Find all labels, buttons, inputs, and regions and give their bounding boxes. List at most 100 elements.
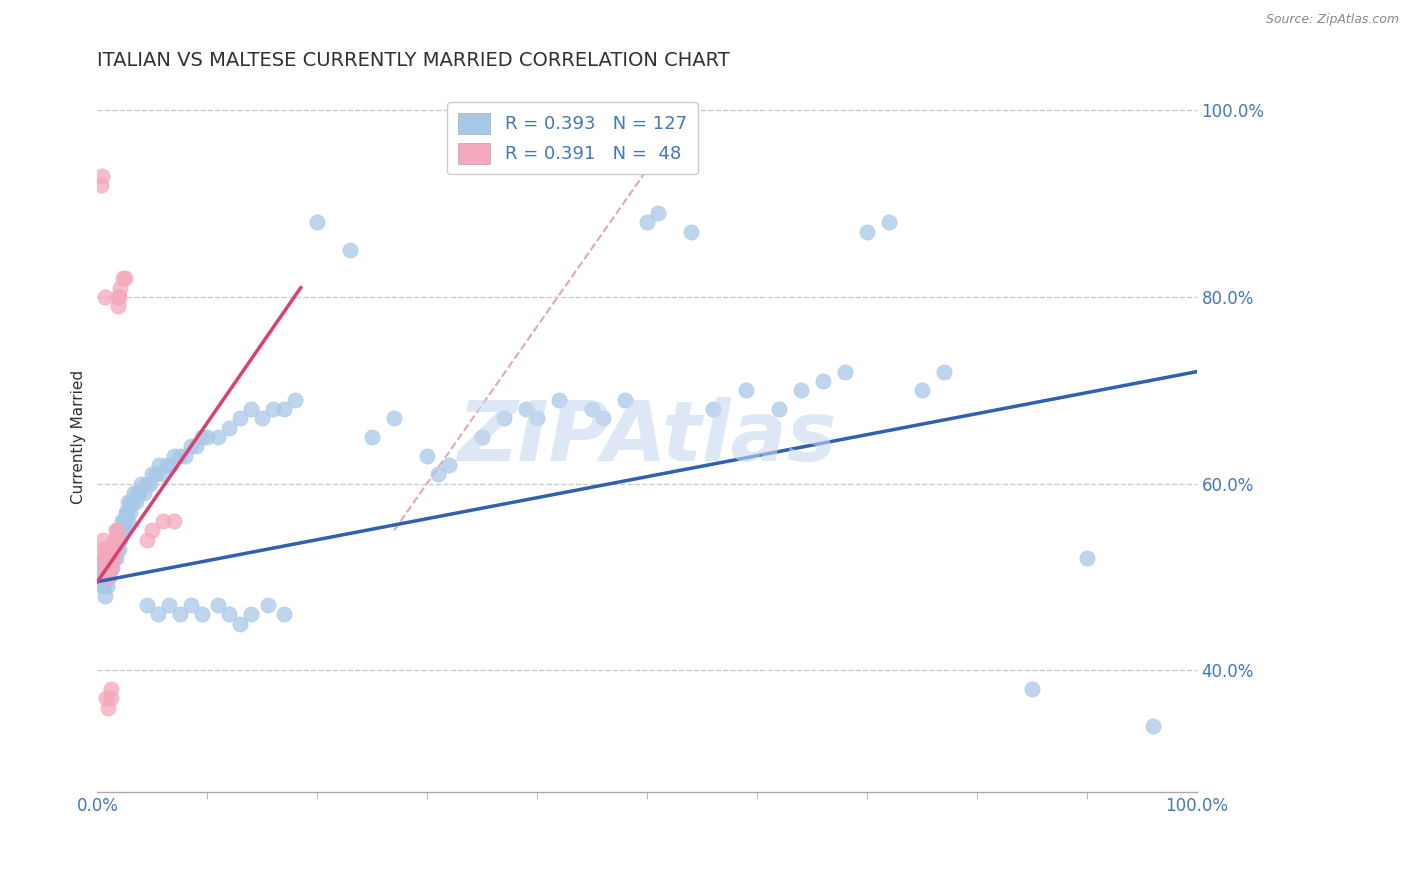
Point bbox=[97, 560, 120, 574]
Point bbox=[125, 495, 148, 509]
Point bbox=[110, 524, 132, 538]
Point bbox=[135, 598, 157, 612]
Point bbox=[581, 402, 603, 417]
Point bbox=[96, 570, 118, 584]
Point bbox=[207, 598, 229, 612]
Point bbox=[169, 607, 191, 622]
Point bbox=[382, 411, 405, 425]
Point bbox=[90, 178, 112, 192]
Point bbox=[104, 541, 127, 556]
Point bbox=[105, 533, 128, 547]
Point bbox=[114, 271, 136, 285]
Point bbox=[191, 607, 214, 622]
Point bbox=[768, 402, 790, 417]
Point bbox=[361, 430, 384, 444]
Point bbox=[427, 467, 450, 482]
Point bbox=[97, 700, 120, 714]
Point bbox=[139, 476, 162, 491]
Point bbox=[169, 449, 191, 463]
Point bbox=[790, 384, 813, 398]
Point bbox=[96, 560, 118, 574]
Point bbox=[111, 514, 134, 528]
Point bbox=[240, 402, 263, 417]
Point bbox=[105, 524, 128, 538]
Point bbox=[636, 215, 658, 229]
Point bbox=[91, 551, 114, 566]
Point bbox=[108, 541, 131, 556]
Point bbox=[97, 570, 120, 584]
Point bbox=[97, 551, 120, 566]
Point bbox=[121, 495, 143, 509]
Point bbox=[107, 524, 129, 538]
Point bbox=[103, 541, 125, 556]
Point bbox=[131, 476, 153, 491]
Point bbox=[100, 551, 122, 566]
Point bbox=[108, 290, 131, 304]
Point bbox=[128, 486, 150, 500]
Point bbox=[117, 495, 139, 509]
Point bbox=[93, 570, 115, 584]
Point bbox=[195, 430, 218, 444]
Point bbox=[115, 505, 138, 519]
Point bbox=[107, 299, 129, 313]
Point bbox=[307, 215, 329, 229]
Point bbox=[93, 579, 115, 593]
Point bbox=[98, 551, 121, 566]
Point bbox=[94, 570, 117, 584]
Point bbox=[104, 541, 127, 556]
Point bbox=[284, 392, 307, 407]
Point bbox=[94, 551, 117, 566]
Point bbox=[125, 486, 148, 500]
Point bbox=[180, 598, 202, 612]
Point bbox=[191, 430, 214, 444]
Point bbox=[90, 560, 112, 574]
Point bbox=[548, 392, 571, 407]
Point bbox=[735, 384, 758, 398]
Point bbox=[1021, 681, 1043, 696]
Point bbox=[252, 411, 274, 425]
Point bbox=[97, 560, 120, 574]
Point bbox=[104, 533, 127, 547]
Point bbox=[494, 411, 516, 425]
Point bbox=[96, 579, 118, 593]
Text: Source: ZipAtlas.com: Source: ZipAtlas.com bbox=[1265, 13, 1399, 27]
Point bbox=[94, 551, 117, 566]
Text: ZIPAtlas: ZIPAtlas bbox=[457, 397, 837, 477]
Point bbox=[163, 449, 186, 463]
Point bbox=[273, 402, 295, 417]
Point bbox=[207, 430, 229, 444]
Point bbox=[911, 384, 934, 398]
Point bbox=[105, 533, 128, 547]
Point bbox=[120, 495, 142, 509]
Point bbox=[107, 533, 129, 547]
Point bbox=[94, 589, 117, 603]
Point bbox=[273, 607, 295, 622]
Point bbox=[856, 225, 879, 239]
Point bbox=[679, 225, 702, 239]
Point bbox=[90, 169, 112, 183]
Point bbox=[141, 524, 163, 538]
Point bbox=[105, 541, 128, 556]
Point bbox=[117, 514, 139, 528]
Point bbox=[100, 560, 122, 574]
Point bbox=[93, 541, 115, 556]
Point bbox=[471, 430, 494, 444]
Point bbox=[110, 514, 132, 528]
Legend: R = 0.393   N = 127, R = 0.391   N =  48: R = 0.393 N = 127, R = 0.391 N = 48 bbox=[447, 102, 697, 175]
Point bbox=[229, 616, 252, 631]
Point bbox=[115, 505, 138, 519]
Point bbox=[94, 541, 117, 556]
Point bbox=[834, 365, 856, 379]
Point bbox=[135, 533, 157, 547]
Point bbox=[103, 533, 125, 547]
Point bbox=[702, 402, 724, 417]
Point bbox=[100, 560, 122, 574]
Point bbox=[240, 607, 263, 622]
Point bbox=[94, 560, 117, 574]
Point bbox=[174, 449, 197, 463]
Point bbox=[112, 524, 135, 538]
Point bbox=[157, 598, 180, 612]
Point bbox=[98, 560, 121, 574]
Point bbox=[98, 560, 121, 574]
Point bbox=[218, 420, 240, 434]
